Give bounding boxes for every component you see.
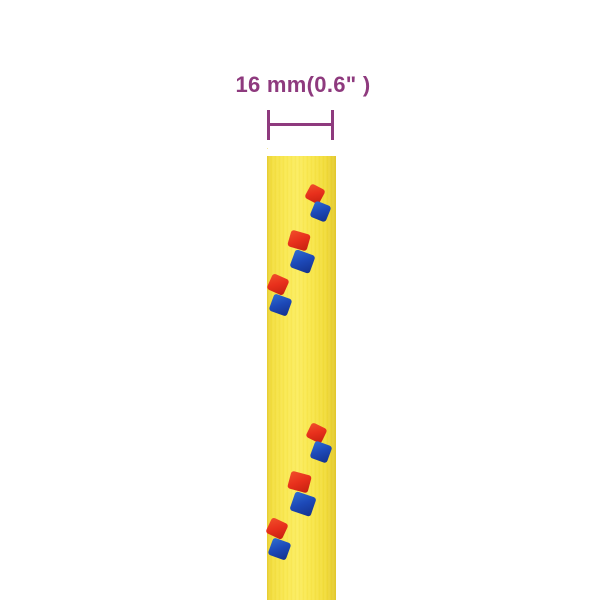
dimension-label: 16 mm(0.6" ) xyxy=(235,72,371,97)
rope-product xyxy=(265,144,336,600)
rope-frayed-top-edge xyxy=(267,144,336,156)
dimension-tick-right xyxy=(331,110,334,140)
dimension-bar xyxy=(267,123,334,126)
width-dimension-line xyxy=(267,110,334,140)
